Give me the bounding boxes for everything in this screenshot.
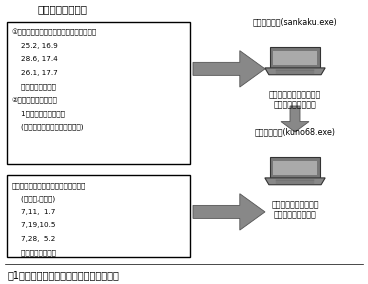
Text: 世代区分を行い世代あ: 世代区分を行い世代あ [271,200,319,209]
Text: 温量の積算値を計算: 温量の積算値を計算 [274,100,316,109]
FancyBboxPatch shape [7,175,190,257]
Text: プログラム２(kuno68.exe): プログラム２(kuno68.exe) [255,127,336,136]
Text: 三角法により日別の有効: 三角法により日別の有効 [269,90,321,99]
Text: ①調査期間中の日別最高・最低気温データ: ①調査期間中の日別最高・最低気温データ [12,29,97,36]
FancyBboxPatch shape [273,161,317,175]
Polygon shape [265,68,325,75]
Text: 7,11,  1.7: 7,11, 1.7 [12,209,55,215]
Text: ②対象昆虫の発育零点: ②対象昆虫の発育零点 [12,97,58,103]
Text: 25.2, 16.9: 25.2, 16.9 [12,43,58,49]
Text: 図1　計算に必要なデータと計算の流れ図: 図1 計算に必要なデータと計算の流れ図 [8,270,120,280]
Text: たり平均密度を計算: たり平均密度を計算 [274,210,316,219]
Text: (発育停止温度，発育限界温度): (発育停止温度，発育限界温度) [12,124,84,130]
Text: (月，日,個体数): (月，日,個体数) [12,195,55,202]
Text: ・・・・・・・・: ・・・・・・・・ [12,83,56,90]
Text: プログラム１(sankaku.exe): プログラム１(sankaku.exe) [252,17,337,26]
FancyBboxPatch shape [270,47,320,68]
Text: 1世代の発育所要日度: 1世代の発育所要日度 [12,110,65,117]
Text: ・・・・・・・・: ・・・・・・・・ [12,250,56,256]
Polygon shape [193,51,265,87]
Polygon shape [265,178,325,185]
Text: 複数回の調査による個体数推移データ: 複数回の調査による個体数推移データ [12,182,86,189]
Text: 【必要なデータ】: 【必要なデータ】 [37,4,87,14]
Polygon shape [281,106,309,132]
Text: 7,28,  5.2: 7,28, 5.2 [12,236,55,242]
Polygon shape [193,194,265,230]
Text: 26.1, 17.7: 26.1, 17.7 [12,70,58,76]
Text: 7,19,10.5: 7,19,10.5 [12,222,56,229]
FancyBboxPatch shape [270,157,320,178]
FancyBboxPatch shape [273,51,317,65]
Text: 28.6, 17.4: 28.6, 17.4 [12,56,58,62]
FancyBboxPatch shape [7,22,190,164]
